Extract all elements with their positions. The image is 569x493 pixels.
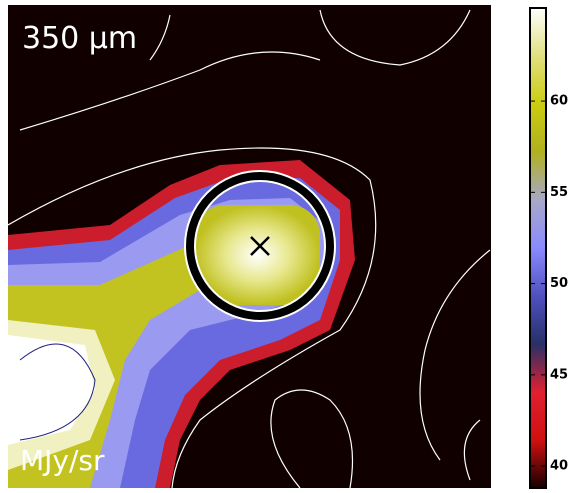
tick-label: 40: [550, 459, 568, 474]
tick-label: 60: [550, 94, 568, 109]
aperture: [186, 172, 334, 320]
center-marker: [250, 236, 270, 256]
tick-label: 50: [550, 276, 568, 291]
map: [8, 5, 491, 488]
colorbar: [529, 7, 547, 489]
wavelength-label: 350 μm: [22, 21, 137, 56]
colorbar-ticks: 40 45 50 55 60: [530, 94, 568, 474]
tick-label: 55: [550, 185, 568, 200]
unit-label: MJy/sr: [20, 444, 105, 477]
tick-label: 45: [550, 367, 568, 382]
